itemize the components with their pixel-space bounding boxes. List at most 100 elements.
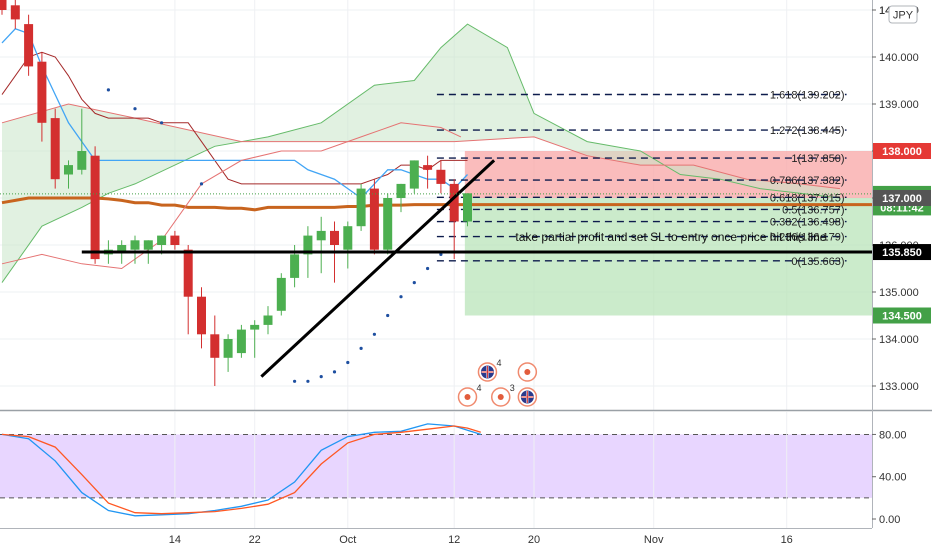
candle-body[interactable] [223,339,233,358]
sar-dot [346,360,350,365]
price-tick-label: 133.000 [879,381,919,393]
price-axis[interactable]: 133.000134.000135.000136.000137.000138.0… [872,0,931,528]
price-tick-label: 134.000 [879,334,919,346]
candle-body[interactable] [157,235,167,245]
event-marker[interactable]: 4 [457,383,482,407]
candle-body[interactable] [276,277,286,311]
candle-body[interactable] [143,240,153,250]
candle-body[interactable] [303,235,313,255]
event-marker[interactable]: 3 [491,383,515,407]
candle-body[interactable] [37,61,47,123]
candle-body[interactable] [316,230,326,241]
candle-body[interactable] [343,226,353,250]
candle-body[interactable] [383,198,393,250]
time-tick-label: Nov [644,534,664,546]
candle-body[interactable] [290,254,300,278]
trend-line[interactable] [260,159,496,378]
candle-body[interactable] [197,296,206,335]
take-profit-zone[interactable] [464,198,880,316]
price-label-badge [873,143,931,159]
fib-level-label: 0.236(136.179) [770,232,845,244]
candle-body[interactable] [423,165,433,170]
sar-dot [160,121,164,125]
sar-dot [399,295,403,299]
price-label-text: 134.500 [882,311,922,323]
price-label-badge [873,190,931,206]
fib-level-label: 1.272(138.445) [770,125,845,137]
fib-level-label: 0.5(136.757) [782,204,844,216]
candle-body[interactable] [236,329,246,354]
oscillator-pane[interactable] [0,412,872,528]
event-dot-icon [497,394,504,400]
time-tick-label: 20 [528,534,540,546]
candle-body[interactable] [170,235,180,245]
event-marker[interactable]: 4 [477,358,501,382]
price-label-text: 138.000 [882,146,922,158]
base-line [1,51,468,185]
fib-level-label: 0.618(137.015) [770,192,845,204]
candle-body[interactable] [436,169,446,184]
event-marker[interactable] [517,362,538,382]
candle-body[interactable] [50,118,60,180]
sar-dot [306,379,310,383]
time-axis[interactable]: 14 22 Oct 12 20 Nov 16 [0,528,872,547]
sar-dot [133,107,137,111]
candle-body[interactable] [0,0,7,11]
sar-dot [319,375,323,379]
candle-body[interactable] [409,160,419,189]
price-label-badge [873,307,931,324]
candle-body[interactable] [356,188,366,227]
sar-dot [293,379,297,383]
candle-body[interactable] [90,155,100,260]
candle-body[interactable] [210,334,220,358]
fib-level-label: 1(137.850) [791,153,844,165]
candle-body[interactable] [449,183,459,222]
event-count: 4 [496,358,501,368]
sar-dot [332,370,337,374]
sar-dot [359,346,363,350]
candle-body[interactable] [369,188,379,250]
price-tick-label: 139.000 [879,99,919,111]
candle-body[interactable] [263,315,273,325]
price-tick-label: 140.000 [879,52,919,64]
price-label-text: 137.000 [882,193,922,205]
conversion-line [1,28,468,199]
candle-body[interactable] [77,151,87,170]
oscillator-tick-label: 80.00 [879,429,907,441]
sar-dot [426,266,430,271]
sar-dot [386,313,390,318]
currency-badge[interactable] [888,5,918,24]
time-tick-label: 22 [249,534,261,546]
price-label-text: 135.850 [882,247,922,259]
main-pane[interactable]: 1.618(139.202) 1.272(138.445) 1(137.850) 0.… [0,0,880,410]
sar-dot [199,182,204,186]
candle-body[interactable] [396,183,406,198]
price-label-badge [873,244,931,261]
fib-level-label: 0.786(137.382) [770,175,845,187]
event-marker[interactable] [517,387,538,407]
candle-body[interactable] [64,165,73,175]
candle-body[interactable] [10,5,20,20]
price-tick-label: 135.000 [879,287,919,299]
sar-dot [439,252,443,256]
sar-dot [106,88,110,92]
candle-body[interactable] [183,249,193,297]
time-tick-label: Oct [339,534,356,546]
candle-body[interactable] [117,245,127,253]
oscillator-series-line [1,425,481,515]
event-count: 3 [510,383,515,393]
candle-body[interactable] [463,193,472,222]
candle-body[interactable] [24,24,34,67]
event-count: 4 [477,383,482,393]
leading-span-a [1,23,840,283]
candle-body[interactable] [330,230,339,245]
annotation-text: take partial profit and set SL to entry … [515,230,826,244]
candle-body[interactable] [250,324,260,330]
candle-body[interactable] [130,240,140,250]
oscillator-series-line [1,423,481,517]
oscillator-band [0,434,872,498]
sar-dot [372,332,376,336]
ichimoku-cloud [2,24,840,283]
